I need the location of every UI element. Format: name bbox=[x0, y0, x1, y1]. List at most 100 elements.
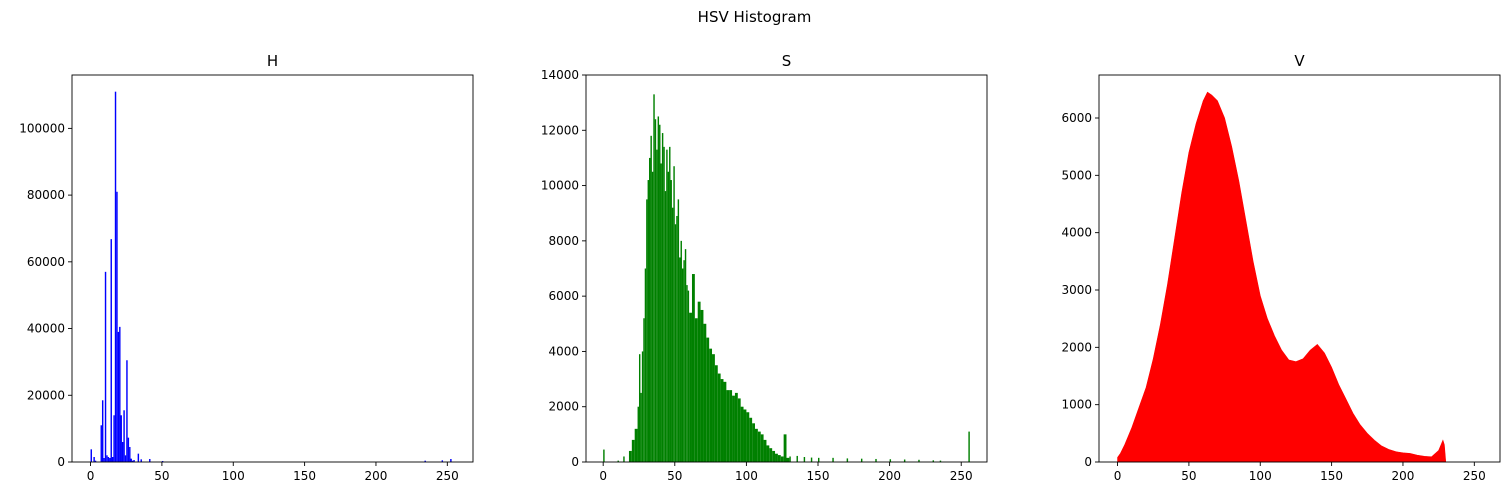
s-bar bbox=[780, 456, 784, 462]
s-bar bbox=[772, 450, 776, 462]
s-bar bbox=[667, 171, 670, 462]
s-bar bbox=[709, 348, 713, 462]
s-bar bbox=[743, 409, 747, 462]
s-bar bbox=[703, 323, 707, 462]
s-bar bbox=[681, 268, 684, 462]
s-bar bbox=[932, 460, 935, 462]
s-x-tick-label: 150 bbox=[807, 469, 830, 483]
s-bar bbox=[749, 417, 753, 462]
s-bar bbox=[786, 457, 790, 462]
s-y-tick-label: 8000 bbox=[548, 234, 579, 248]
h-bar bbox=[107, 457, 110, 462]
h-y-tick-label: 60000 bbox=[27, 255, 65, 269]
h-x-tick-label: 0 bbox=[87, 469, 95, 483]
s-bar bbox=[644, 268, 647, 462]
s-bar bbox=[706, 337, 710, 462]
s-bar bbox=[680, 240, 682, 462]
s-y-tick-label: 10000 bbox=[541, 179, 579, 193]
s-bar bbox=[646, 199, 648, 462]
h-panel-title: H bbox=[267, 52, 278, 70]
s-panel-title: S bbox=[782, 52, 792, 70]
s-bar bbox=[720, 379, 724, 462]
h-y-tick-label: 100000 bbox=[19, 121, 65, 135]
s-bar bbox=[603, 449, 605, 462]
s-bar bbox=[740, 406, 744, 462]
s-bar bbox=[757, 431, 761, 462]
s-x-tick-label: 200 bbox=[878, 469, 901, 483]
s-y-tick-label: 6000 bbox=[548, 289, 579, 303]
h-bar bbox=[110, 239, 112, 462]
s-bar bbox=[729, 390, 733, 462]
h-bar bbox=[137, 453, 140, 462]
s-bar bbox=[918, 459, 920, 462]
h-bar bbox=[149, 459, 151, 462]
s-bar bbox=[643, 318, 645, 462]
h-bar bbox=[109, 458, 111, 462]
s-bar bbox=[723, 381, 727, 462]
s-bar bbox=[673, 166, 675, 462]
h-bar bbox=[101, 400, 104, 462]
h-bar bbox=[94, 460, 97, 462]
h-bar bbox=[111, 457, 114, 462]
s-bar bbox=[752, 423, 755, 462]
s-bar bbox=[671, 207, 674, 462]
s-x-tick-label: 0 bbox=[599, 469, 607, 483]
h-bar bbox=[131, 460, 134, 462]
h-bar bbox=[103, 458, 105, 462]
v-y-tick-label: 1000 bbox=[1061, 398, 1092, 412]
s-bar bbox=[677, 199, 680, 462]
s-bar bbox=[769, 448, 773, 462]
h-bar bbox=[130, 458, 132, 462]
h-axes-frame bbox=[71, 74, 474, 463]
s-bar bbox=[700, 309, 704, 462]
h-bar bbox=[90, 449, 92, 462]
v-y-tick-label: 6000 bbox=[1061, 111, 1092, 125]
v-histogram-area bbox=[1117, 91, 1447, 463]
h-y-tick-label: 0 bbox=[57, 455, 65, 469]
s-bar bbox=[663, 146, 665, 462]
s-bar bbox=[889, 459, 892, 462]
v-x-tick-label: 250 bbox=[1463, 469, 1486, 483]
s-bar bbox=[623, 456, 625, 462]
s-bar bbox=[684, 249, 687, 462]
s-bar bbox=[689, 312, 692, 462]
h-bar bbox=[124, 455, 127, 462]
s-bar bbox=[653, 94, 655, 462]
s-bar bbox=[628, 450, 632, 462]
v-x-tick-label: 0 bbox=[1114, 469, 1122, 483]
h-bar bbox=[140, 459, 142, 462]
s-panel: 0 50 100 150 200 250 0 2000 4000 6000 8000 10000 120… bbox=[541, 52, 988, 483]
s-bar bbox=[659, 124, 661, 462]
s-bar bbox=[660, 163, 662, 462]
s-bar bbox=[670, 180, 672, 463]
s-y-tick-label: 4000 bbox=[548, 344, 579, 358]
s-bar bbox=[650, 135, 652, 462]
h-bar bbox=[113, 415, 115, 462]
v-panel-title: V bbox=[1294, 52, 1305, 70]
h-bar bbox=[106, 455, 108, 462]
s-bar bbox=[968, 431, 970, 462]
s-bar bbox=[661, 133, 664, 463]
s-bar bbox=[669, 146, 671, 462]
v-y-tick-label: 3000 bbox=[1061, 283, 1092, 297]
s-bar bbox=[657, 116, 660, 463]
v-x-tick-label: 150 bbox=[1320, 469, 1343, 483]
s-bar bbox=[687, 290, 690, 462]
h-y-tick-label: 80000 bbox=[27, 188, 65, 202]
s-bar bbox=[631, 439, 635, 462]
h-bar bbox=[117, 331, 120, 462]
s-x-tick-label: 100 bbox=[735, 469, 758, 483]
v-x-tick-label: 50 bbox=[1181, 469, 1196, 483]
s-bar bbox=[654, 119, 657, 462]
v-axes-frame bbox=[1098, 74, 1501, 463]
h-bar bbox=[450, 459, 452, 462]
h-panel: 0 50 100 150 200 250 0 20000 40000 60000 80000 1000… bbox=[19, 52, 474, 483]
h-bar bbox=[114, 91, 117, 463]
s-bar bbox=[617, 460, 619, 462]
s-bar bbox=[783, 434, 787, 462]
s-bar bbox=[641, 351, 644, 462]
s-bar bbox=[789, 456, 791, 462]
s-bar bbox=[875, 458, 877, 462]
